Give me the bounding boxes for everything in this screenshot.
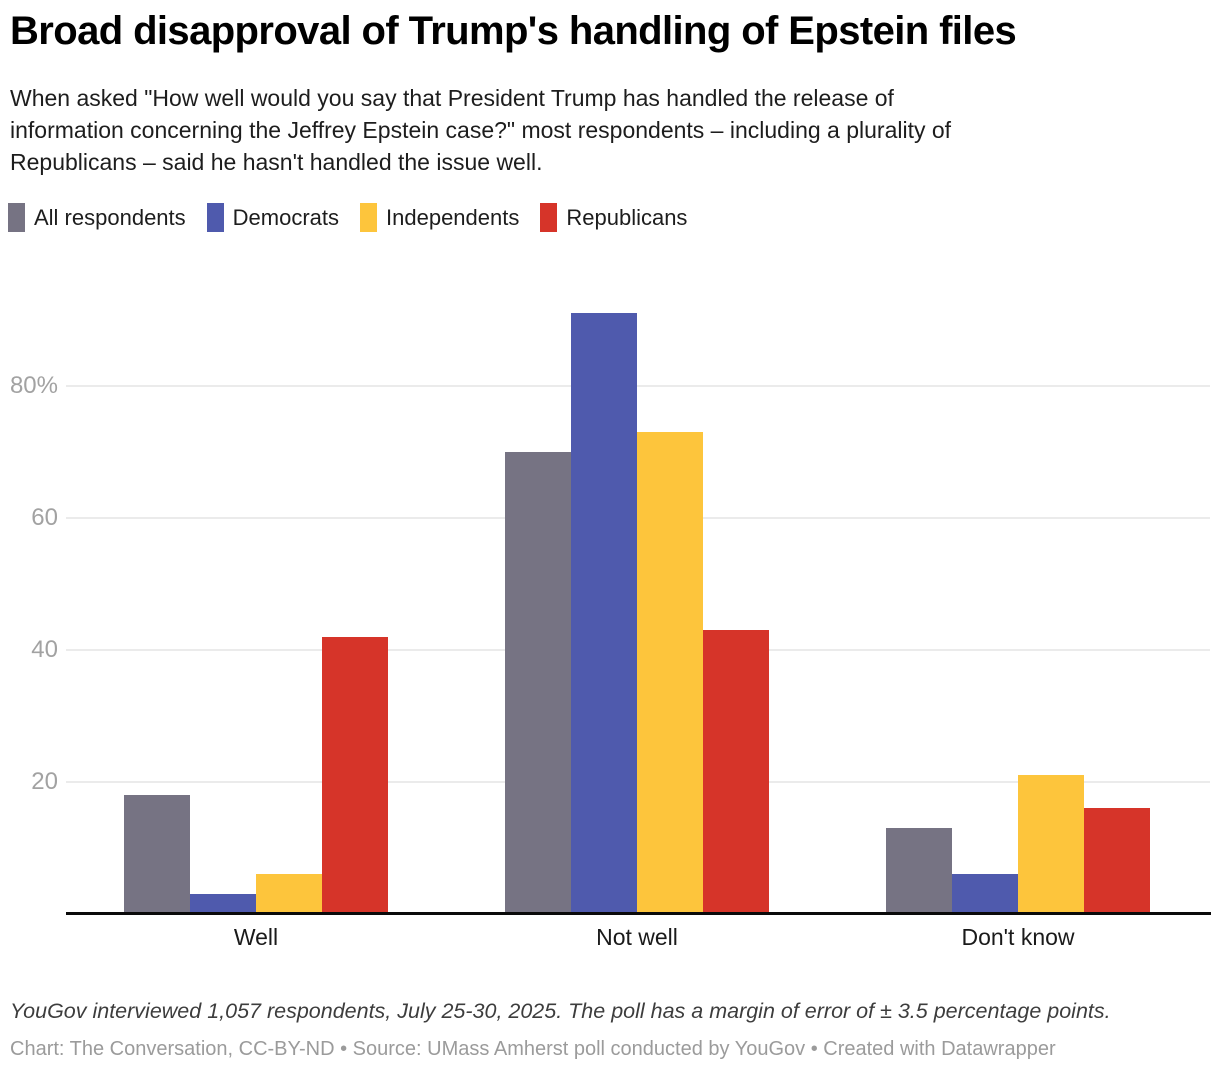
legend-swatch-democrats: [206, 203, 224, 232]
gridline-80: [66, 385, 1210, 387]
bar-republicans-well[interactable]: [322, 636, 388, 914]
legend-swatch-independents: [360, 203, 378, 232]
bar-all-respondents-don-t-know[interactable]: [886, 828, 952, 914]
chart-description-line: Republicans – said he hasn't handled the…: [10, 149, 543, 175]
y-tick-80: 80%: [9, 372, 58, 399]
bar-democrats-not-well[interactable]: [571, 313, 637, 914]
bar-group-not-well: [505, 313, 769, 914]
bar-all-respondents-not-well[interactable]: [505, 452, 571, 914]
legend-item-democrats: Democrats: [206, 203, 340, 232]
bar-democrats-don-t-know[interactable]: [952, 874, 1018, 914]
chart-description-line: information concerning the Jeffrey Epste…: [10, 117, 952, 143]
legend-label-all-respondents: All respondents: [34, 204, 186, 230]
legend: All respondents Democrats Independents Repu…: [8, 203, 687, 232]
bar-group-don-t-know: [886, 775, 1150, 914]
x-axis-label-well: Well: [233, 924, 279, 950]
legend-label-republicans: Republicans: [566, 204, 688, 230]
bar-independents-don-t-know[interactable]: [1018, 775, 1084, 914]
bar-group-well: [124, 636, 388, 914]
legend-swatch-all-respondents: [8, 203, 25, 232]
x-axis-line: [66, 912, 1211, 915]
legend-item-all-respondents: All respondents: [8, 203, 186, 232]
legend-label-democrats: Democrats: [232, 204, 340, 230]
bar-republicans-not-well[interactable]: [703, 630, 769, 914]
chart-description-line: When asked "How well would you say that …: [10, 85, 894, 111]
bar-independents-not-well[interactable]: [637, 432, 703, 914]
legend-item-independents: Independents: [360, 203, 519, 232]
bar-democrats-well[interactable]: [190, 894, 256, 914]
bar-independents-well[interactable]: [256, 874, 322, 914]
plot-area: 20 40 60 80%: [0, 254, 1220, 915]
chart-description: When asked "How well would you say that …: [10, 82, 1210, 178]
legend-swatch-republicans: [540, 203, 558, 232]
bar-republicans-don-t-know[interactable]: [1084, 808, 1150, 914]
credit-line: Chart: The Conversation, CC-BY-ND • Sour…: [10, 1038, 1056, 1060]
footnote: YouGov interviewed 1,057 respondents, Ju…: [10, 999, 1111, 1023]
y-tick-60: 60: [31, 504, 58, 531]
chart-title: Broad disapproval of Trump's handling of…: [10, 9, 1017, 53]
y-tick-40: 40: [31, 636, 58, 663]
legend-item-republicans: Republicans: [540, 203, 687, 232]
y-tick-20: 20: [31, 768, 58, 795]
legend-label-independents: Independents: [386, 204, 520, 230]
x-axis-label-don-t-know: Don't know: [961, 924, 1075, 950]
x-axis-label-not-well: Not well: [596, 924, 678, 950]
bar-all-respondents-well[interactable]: [124, 795, 190, 914]
